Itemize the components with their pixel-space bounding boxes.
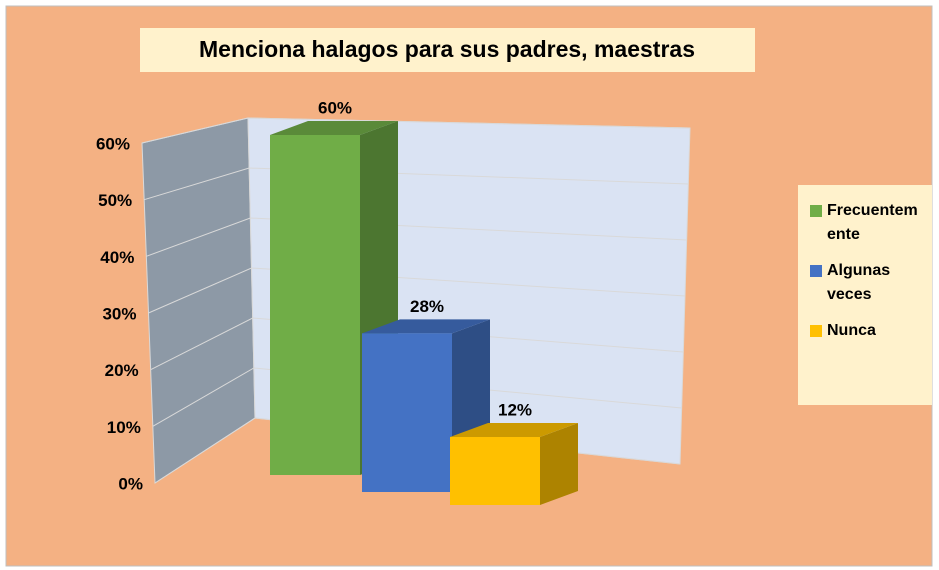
y-tick-label: 0% [118,474,143,493]
y-tick-label: 60% [96,134,130,153]
chart-title: Menciona halagos para sus padres, maestr… [199,36,695,62]
legend: Frecuentemente Algunas veces Nunca [798,185,932,405]
legend-swatch [810,325,822,337]
bar-top [270,121,398,135]
title-box [140,28,755,72]
legend-item: Algunas veces [810,259,926,307]
legend-swatch [810,265,822,277]
y-tick-label: 50% [98,191,132,210]
y-tick-label: 30% [102,304,136,323]
plot: 0% 10% 20% 30% 40% 50% 60% 60% 28% 12% [96,98,691,505]
bar [270,135,360,475]
bar [362,333,452,492]
grid-line [146,217,687,257]
grid-line [141,117,691,144]
bar-side [540,423,578,505]
legend-label: Frecuentemente [827,202,918,243]
grid-line [148,267,686,314]
y-tick-label: 40% [100,248,134,267]
legend-item: Nunca [810,319,926,343]
bar-top [362,319,490,334]
side-wall [141,117,256,484]
data-label: 12% [498,400,532,419]
data-label: 60% [318,98,352,117]
bar-top [450,423,578,437]
y-tick-label: 10% [107,418,141,437]
data-label: 28% [410,297,444,316]
legend-item: Frecuentemente [810,199,926,247]
grid-line [150,317,684,371]
y-tick-label: 20% [105,361,139,380]
grid-line [144,167,689,201]
bar [450,437,540,505]
legend-swatch [810,205,822,217]
grid-line [152,367,682,427]
legend-label: Nunca [827,322,876,339]
legend-label: Algunas veces [827,262,891,303]
